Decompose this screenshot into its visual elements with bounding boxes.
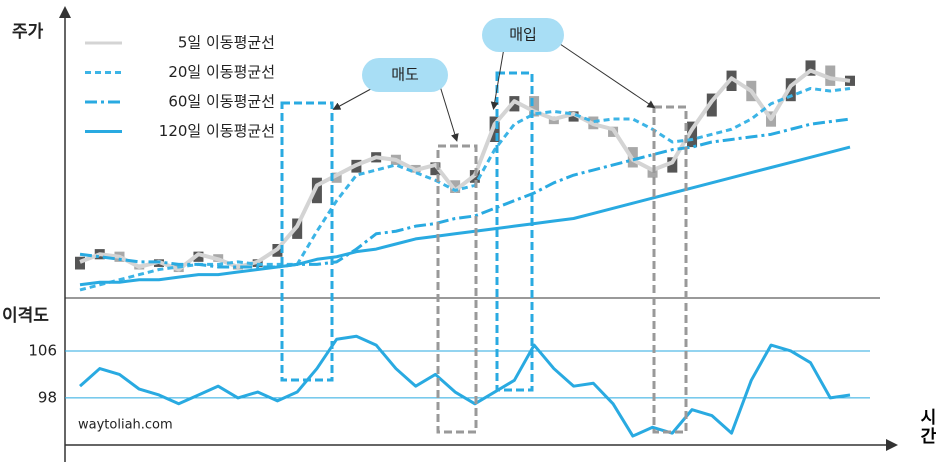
candle [667,157,678,173]
callout-label: 매입 [509,26,537,44]
legend-label: 5일 이동평균선 [178,34,275,52]
series-line [79,68,851,272]
arrow [559,43,656,109]
series-line [79,86,851,292]
callout-label: 매도 [391,66,419,84]
y-label: 주가 [12,22,44,42]
y-tick-label: 98 [38,388,57,406]
candle [450,180,461,193]
buy-box [495,71,534,392]
candle [687,121,698,148]
candle [568,111,579,122]
arrow [439,85,459,142]
sell-box [436,144,478,434]
sell-box [280,101,334,382]
source: waytoliah.com [78,418,173,433]
series-line [79,145,851,287]
candle [331,172,342,183]
candle [529,96,540,117]
arrow [490,47,505,110]
legend-label: 120일 이동평균선 [159,122,275,140]
x-label: 시간 [916,408,936,446]
plot [75,60,855,292]
callout [362,58,448,92]
y-tick-label: 106 [28,341,57,359]
legend-label: 60일 이동평균선 [168,93,275,111]
legend-label: 20일 이동평균선 [168,63,275,81]
candle [430,162,441,176]
plot: 106 98 [28,334,870,438]
y-label: 이격도 [2,306,49,326]
buy-box [652,105,688,434]
candle [193,251,204,262]
series-line [79,117,851,269]
candle [311,177,322,204]
callout [482,18,564,52]
candle [825,65,836,86]
candle [75,256,85,270]
series-line [79,334,851,438]
candle [805,60,816,76]
candle [706,93,717,117]
